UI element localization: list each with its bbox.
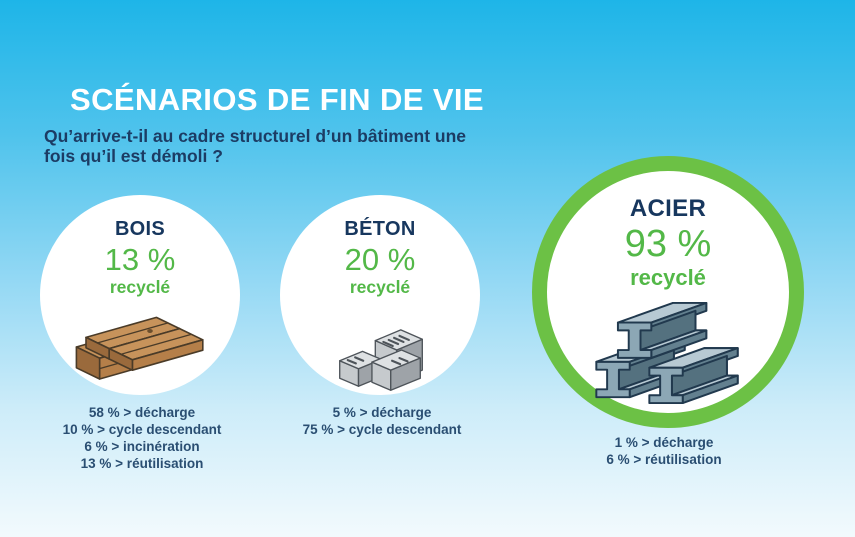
page-subtitle: Qu’arrive-t-il au cadre structurel d’un … — [44, 126, 564, 166]
stat-line: 58 % > décharge — [88, 405, 196, 420]
recycled-label-bois: recyclé — [109, 277, 171, 297]
stat-line: 75 % > cycle descendant — [302, 422, 462, 437]
stats-beton: 5 % > décharge 75 % > cycle descendant — [252, 404, 512, 438]
material-name-acier: ACIER — [629, 195, 707, 222]
stat-line: 6 % > réutilisation — [606, 452, 722, 467]
steel-beams-icon — [594, 299, 742, 407]
stat-line: 13 % > réutilisation — [80, 456, 204, 471]
wood-planks-icon — [70, 307, 210, 387]
stat-line: 6 % > incinération — [84, 439, 200, 454]
material-card-bois: BOIS 13 % recyclé — [40, 195, 240, 395]
material-name-beton: BÉTON — [344, 218, 416, 240]
concrete-blocks-icon — [333, 307, 427, 393]
subtitle-line-2: fois qu’il est démoli ? — [44, 146, 223, 166]
stats-bois: 58 % > décharge 10 % > cycle descendant … — [12, 404, 272, 472]
page-title: SCÉNARIOS DE FIN DE VIE — [70, 82, 484, 117]
subtitle-line-1: Qu’arrive-t-il au cadre structurel d’un … — [44, 126, 467, 146]
recycled-percent-bois: 13 % — [104, 242, 176, 277]
stat-line: 5 % > décharge — [332, 405, 432, 420]
recycled-label-acier: recyclé — [630, 265, 706, 290]
stats-acier: 1 % > décharge 6 % > réutilisation — [534, 434, 794, 468]
recycled-percent-acier: 93 % — [624, 223, 712, 265]
material-card-acier: ACIER 93 % recyclé — [532, 156, 804, 428]
stat-line: 10 % > cycle descendant — [62, 422, 222, 437]
material-name-bois: BOIS — [114, 218, 166, 240]
stat-line: 1 % > décharge — [614, 435, 714, 450]
material-card-beton: BÉTON 20 % recyclé — [280, 195, 480, 395]
recycled-label-beton: recyclé — [349, 277, 411, 297]
recycled-percent-beton: 20 % — [344, 242, 416, 277]
